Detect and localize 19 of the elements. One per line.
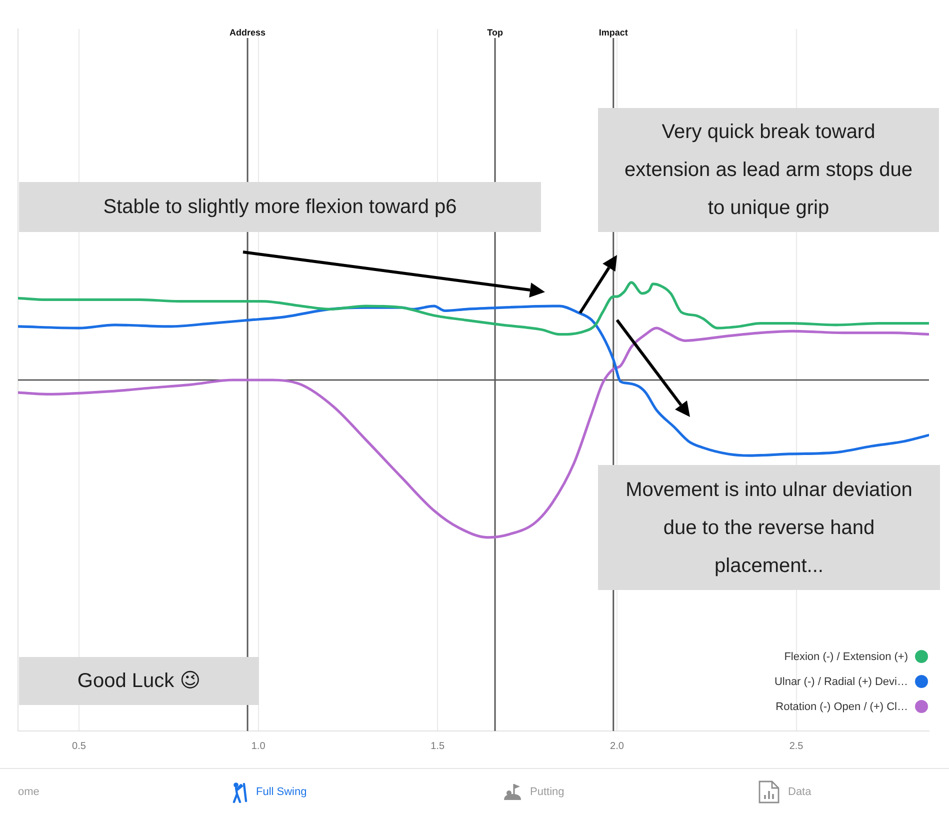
x-tick-label: 0.5 [72, 740, 86, 752]
text: ome [18, 786, 40, 798]
text: Full Swing [256, 786, 307, 798]
x-tick-label: 2.5 [789, 740, 804, 752]
legend-label: Ulnar (-) / Radial (+) Devi… [774, 676, 908, 688]
text: Putting [530, 786, 564, 798]
ref-line-label: Address [230, 27, 266, 38]
text: Very quick break toward extension as lead arm stops due to unique grip [598, 108, 939, 232]
legend-label: Flexion (-) / Extension (+) [784, 650, 908, 662]
x-tick-label: 1.5 [430, 740, 446, 752]
text: Good Luck 😉 [19, 657, 259, 705]
ref-line-label: Impact [598, 27, 628, 38]
x-tick-label: 1.0 [251, 740, 266, 752]
x-tick-label: 2.0 [610, 740, 624, 752]
text: Data [788, 786, 812, 798]
text: Stable to slightly more flexion toward p6 [19, 182, 541, 232]
ref-line-label: Top [487, 27, 504, 38]
annotation: Movement is into ulnar deviation due to the reverse hand placement... [598, 465, 940, 590]
legend-label: Rotation (-) Open / (+) Cl… [776, 700, 908, 712]
